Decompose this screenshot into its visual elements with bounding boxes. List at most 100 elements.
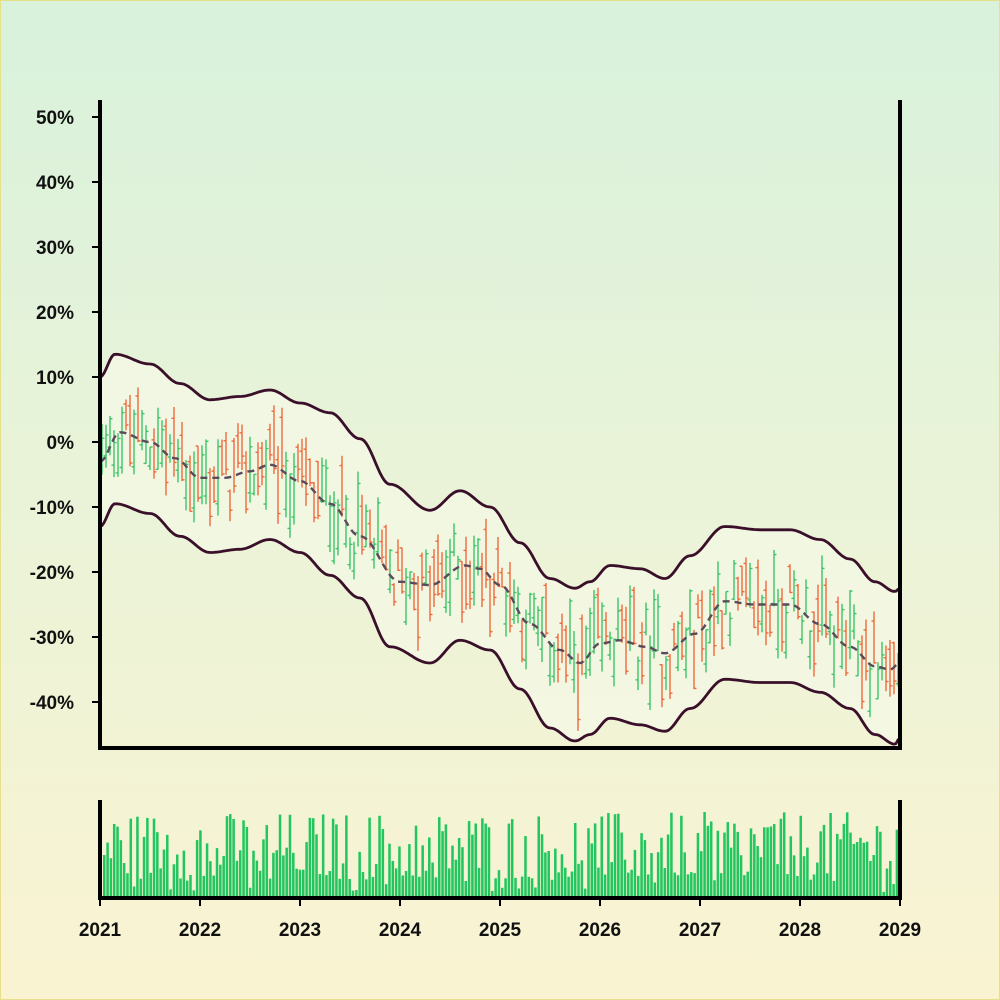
volume-bar	[570, 871, 574, 898]
y-tick-label: 10%	[36, 368, 74, 389]
volume-bar	[819, 831, 822, 898]
ohlc-bar	[611, 638, 617, 687]
volume-bar	[371, 876, 375, 898]
ohlc-bar	[863, 619, 869, 681]
volume-bar	[630, 869, 633, 898]
volume-bar	[504, 878, 507, 898]
volume-bar	[487, 827, 491, 898]
volume-bar	[457, 837, 461, 898]
volume-bar	[540, 834, 544, 898]
volume-bar	[789, 836, 793, 898]
ohlc-bar	[871, 611, 877, 664]
volume-bar	[895, 829, 899, 898]
volume-bar	[315, 834, 318, 898]
ohlc-bar	[851, 604, 857, 640]
ohlc-bars	[99, 387, 901, 731]
volume-bar	[454, 859, 458, 898]
ohlc-bar	[539, 596, 545, 662]
volume-bar	[849, 832, 852, 898]
volume-bar	[696, 833, 700, 898]
volume-bar	[268, 878, 272, 898]
ohlc-bar	[251, 473, 257, 496]
volume-bar	[338, 878, 341, 898]
ohlc-bar	[355, 471, 361, 547]
volume-bar	[195, 840, 199, 898]
volume-bar	[507, 823, 511, 898]
ohlc-bar	[335, 499, 341, 556]
ohlc-bar	[751, 601, 757, 629]
y-axis-ticks: -40% -30% -20% -10% 0% 10% 20% 30% 40% 50%	[30, 108, 100, 714]
volume-bar	[189, 875, 192, 898]
upper-envelope-line	[99, 352, 901, 593]
ohlc-bar	[563, 625, 569, 683]
volume-bar	[225, 816, 229, 898]
volume-bar	[321, 814, 325, 898]
volume-bar	[282, 855, 285, 898]
ohlc-bar	[291, 453, 297, 525]
volume-bar	[590, 843, 594, 898]
volume-bar	[212, 875, 215, 898]
ohlc-bar	[451, 523, 457, 557]
y-tick-label: -30%	[30, 628, 74, 649]
ohlc-bar	[683, 627, 689, 679]
volume-bar	[285, 847, 288, 898]
volume-bar	[305, 842, 308, 898]
ohlc-bar	[243, 451, 249, 514]
ohlc-bar	[367, 509, 373, 548]
ohlc-bar	[427, 565, 433, 622]
ohlc-bar	[167, 434, 173, 463]
volume-bar	[328, 870, 332, 898]
ohlc-bar	[815, 584, 821, 643]
ohlc-bar	[667, 653, 673, 699]
ohlc-bar	[847, 590, 853, 660]
volume-bar	[693, 873, 696, 898]
ohlc-bar	[735, 576, 741, 611]
ohlc-bar	[135, 387, 141, 443]
ohlc-bar	[347, 537, 353, 570]
volume-bar	[302, 869, 305, 898]
volume-bar	[889, 861, 892, 898]
volume-bar	[653, 882, 657, 898]
ohlc-bar	[835, 596, 841, 639]
ohlc-bar	[527, 592, 533, 624]
ohlc-bar	[551, 642, 557, 683]
volume-bar	[845, 812, 849, 898]
y-tick-label: 40%	[36, 173, 74, 194]
volume-bar	[126, 873, 129, 898]
volume-bar	[365, 879, 368, 898]
x-tick-label: 2027	[679, 920, 721, 941]
x-tick-label: 2022	[179, 920, 221, 941]
ohlc-bar	[255, 442, 261, 496]
volume-bar	[219, 864, 222, 898]
ohlc-bar	[715, 561, 721, 625]
ohlc-bar	[747, 562, 753, 608]
ohlc-bar	[391, 583, 397, 606]
volume-bar	[776, 864, 779, 898]
volume-bar	[610, 862, 613, 898]
ohlc-bar	[483, 518, 489, 588]
volume-bar	[852, 843, 856, 898]
ohlc-bar	[603, 612, 609, 645]
ohlc-bar	[507, 561, 513, 633]
volume-bar	[139, 878, 142, 898]
volume-bar	[384, 884, 388, 898]
volume-bar	[278, 814, 282, 898]
ohlc-bar	[359, 494, 365, 555]
volume-bar	[199, 830, 202, 898]
volume-bar	[262, 839, 265, 898]
volume-bar	[643, 840, 647, 898]
volume-bar	[792, 855, 796, 898]
ohlc-bar	[739, 565, 745, 596]
ohlc-bar	[619, 604, 625, 643]
volume-bar	[832, 880, 836, 898]
volume-bar	[361, 872, 365, 898]
ohlc-bar	[411, 572, 417, 611]
volume-bar	[103, 855, 106, 898]
ohlc-bar	[103, 424, 109, 468]
ohlc-bar	[183, 459, 189, 511]
volume-bar	[885, 868, 889, 898]
ohlc-bar	[631, 586, 637, 645]
ohlc-bar	[591, 590, 597, 654]
x-tick-label: 2029	[879, 920, 921, 941]
volume-bar	[275, 850, 278, 898]
